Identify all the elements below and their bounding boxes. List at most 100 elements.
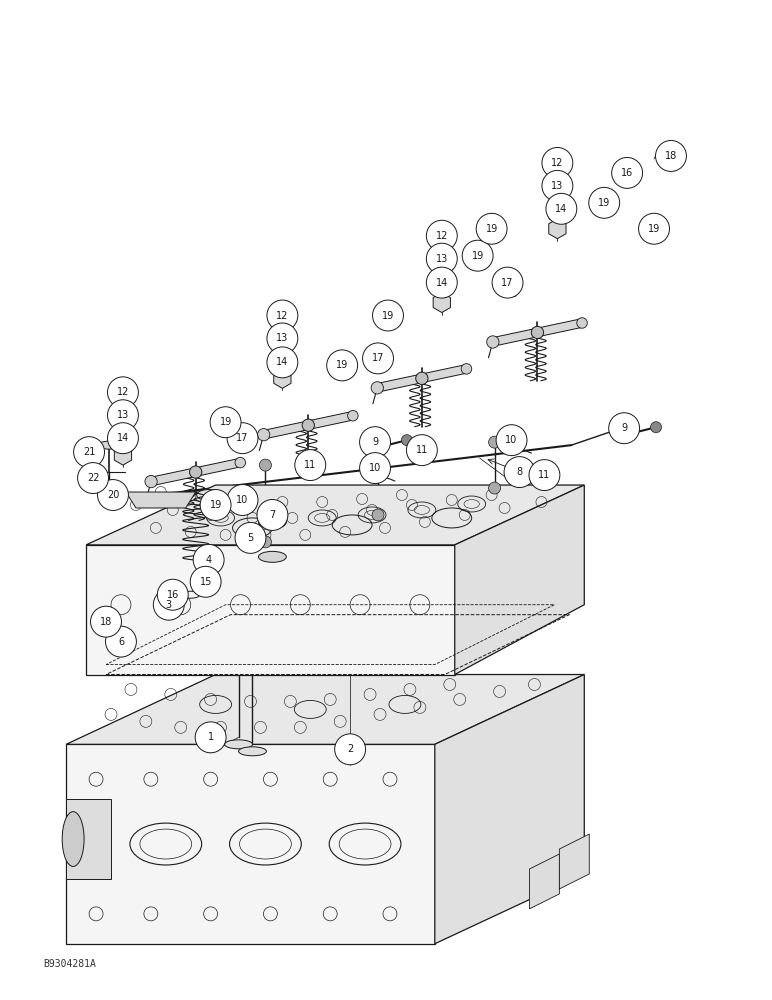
Text: 6: 6 [118, 637, 124, 647]
Circle shape [616, 423, 627, 434]
Text: 12: 12 [551, 158, 564, 168]
Polygon shape [560, 834, 589, 889]
Polygon shape [86, 545, 455, 675]
Circle shape [227, 423, 258, 454]
Circle shape [360, 427, 391, 458]
Circle shape [360, 453, 391, 484]
Circle shape [426, 243, 457, 274]
Ellipse shape [98, 441, 120, 449]
Circle shape [476, 213, 507, 244]
Polygon shape [66, 675, 584, 744]
Ellipse shape [302, 419, 314, 431]
Circle shape [651, 422, 662, 433]
Polygon shape [235, 435, 249, 449]
Text: 18: 18 [100, 617, 112, 627]
Circle shape [529, 460, 560, 491]
Circle shape [426, 267, 457, 298]
Circle shape [145, 475, 157, 488]
Ellipse shape [548, 212, 567, 221]
Circle shape [267, 300, 298, 331]
Polygon shape [264, 411, 353, 439]
Polygon shape [434, 256, 449, 274]
Text: 1: 1 [208, 732, 214, 742]
Circle shape [426, 220, 457, 251]
Polygon shape [114, 445, 131, 465]
Circle shape [638, 213, 669, 244]
Text: 17: 17 [501, 278, 513, 288]
Circle shape [193, 544, 224, 575]
Ellipse shape [259, 551, 286, 562]
Circle shape [257, 500, 288, 530]
Circle shape [577, 318, 587, 328]
Polygon shape [549, 219, 566, 239]
Circle shape [210, 407, 241, 438]
Polygon shape [371, 355, 385, 369]
Text: 19: 19 [336, 360, 348, 370]
Polygon shape [493, 319, 582, 346]
Circle shape [97, 480, 128, 510]
Polygon shape [435, 675, 584, 944]
Text: 10: 10 [369, 463, 381, 473]
Circle shape [542, 170, 573, 201]
Circle shape [401, 435, 412, 446]
Ellipse shape [114, 439, 132, 448]
Circle shape [78, 463, 109, 494]
Circle shape [489, 436, 500, 448]
Circle shape [327, 350, 357, 381]
Polygon shape [550, 182, 565, 200]
Circle shape [617, 163, 637, 183]
Circle shape [372, 442, 384, 454]
Circle shape [406, 435, 437, 466]
Polygon shape [86, 485, 584, 545]
Polygon shape [275, 331, 290, 349]
Circle shape [107, 400, 138, 431]
Circle shape [462, 240, 493, 271]
Text: 13: 13 [551, 181, 564, 191]
Ellipse shape [259, 515, 286, 528]
Ellipse shape [197, 575, 217, 584]
Circle shape [372, 509, 384, 521]
Circle shape [371, 382, 384, 394]
Circle shape [589, 187, 620, 218]
Text: 9: 9 [372, 437, 378, 447]
Circle shape [195, 722, 226, 753]
Circle shape [655, 141, 686, 171]
Ellipse shape [63, 812, 84, 866]
Circle shape [154, 589, 185, 620]
Text: B9304281A: B9304281A [44, 959, 96, 969]
Circle shape [659, 144, 683, 168]
Polygon shape [100, 480, 118, 496]
Text: 11: 11 [416, 445, 428, 455]
Text: 14: 14 [555, 204, 567, 214]
Polygon shape [432, 272, 452, 289]
Text: 18: 18 [665, 151, 677, 161]
Ellipse shape [531, 326, 543, 339]
Text: 19: 19 [382, 311, 394, 321]
Circle shape [235, 522, 266, 553]
Text: 17: 17 [372, 353, 384, 363]
Text: 15: 15 [199, 577, 212, 587]
Polygon shape [274, 368, 291, 388]
Circle shape [200, 490, 231, 520]
Text: 5: 5 [247, 533, 254, 543]
Circle shape [107, 377, 138, 408]
Ellipse shape [239, 747, 266, 756]
Text: 12: 12 [435, 231, 448, 241]
Text: 19: 19 [486, 224, 498, 234]
Circle shape [295, 450, 326, 481]
Text: 13: 13 [276, 333, 289, 343]
Circle shape [489, 482, 500, 494]
Polygon shape [66, 744, 435, 944]
Ellipse shape [225, 740, 252, 749]
Text: 12: 12 [117, 387, 129, 397]
Ellipse shape [433, 286, 451, 295]
Text: 13: 13 [117, 410, 129, 420]
Text: 11: 11 [538, 470, 550, 480]
Polygon shape [273, 348, 293, 365]
Text: 19: 19 [219, 417, 232, 427]
Circle shape [267, 323, 298, 354]
Circle shape [542, 147, 573, 178]
Circle shape [106, 626, 137, 657]
Circle shape [363, 343, 394, 374]
Circle shape [107, 423, 138, 454]
